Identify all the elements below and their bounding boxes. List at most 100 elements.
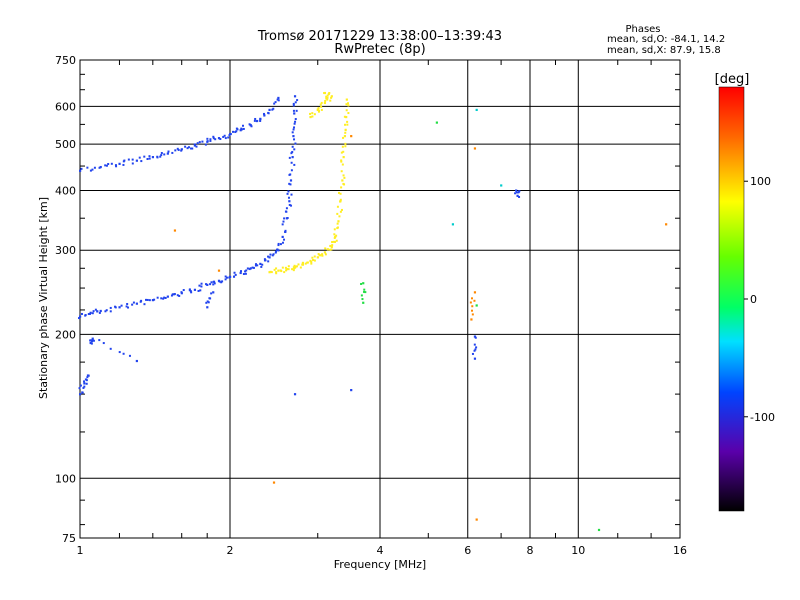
data-point xyxy=(316,256,319,259)
data-point xyxy=(282,220,285,223)
data-point xyxy=(326,96,329,99)
data-point xyxy=(205,301,208,304)
y-axis-label: Stationary phase Virtual Height [km] xyxy=(37,197,50,399)
data-point xyxy=(320,108,323,111)
data-point xyxy=(122,163,125,166)
data-point xyxy=(138,156,141,159)
data-point xyxy=(333,228,336,231)
data-point xyxy=(189,290,192,293)
data-point xyxy=(127,306,130,309)
data-point xyxy=(325,95,328,98)
data-point xyxy=(336,212,339,215)
data-point xyxy=(340,208,343,211)
data-point xyxy=(474,336,477,339)
data-point xyxy=(107,163,110,166)
data-point xyxy=(291,150,294,153)
data-point xyxy=(287,196,290,199)
data-point xyxy=(233,271,236,274)
data-point xyxy=(344,128,347,131)
data-point xyxy=(177,148,180,151)
data-point xyxy=(246,267,249,270)
data-point xyxy=(139,300,142,303)
data-point xyxy=(280,270,283,273)
x-tick-label: 8 xyxy=(527,544,534,557)
chart-subtitle: RwPretec (8p) xyxy=(334,42,425,57)
data-point xyxy=(290,161,293,164)
data-point xyxy=(269,270,272,273)
data-point xyxy=(99,309,102,313)
data-point xyxy=(160,154,163,157)
data-point xyxy=(471,313,474,316)
data-point xyxy=(330,95,333,98)
data-point xyxy=(131,162,134,165)
data-point xyxy=(114,305,117,308)
data-point xyxy=(146,158,149,161)
data-point xyxy=(263,258,266,261)
data-point xyxy=(160,297,163,300)
data-point xyxy=(148,299,151,302)
data-point xyxy=(350,135,353,138)
data-point xyxy=(363,290,366,293)
data-point xyxy=(206,140,209,143)
data-point xyxy=(326,248,329,251)
data-point xyxy=(270,271,273,274)
data-point xyxy=(283,271,286,274)
data-point xyxy=(209,283,212,286)
data-point xyxy=(267,111,270,114)
data-point xyxy=(324,247,327,250)
data-point xyxy=(317,110,320,113)
data-point xyxy=(277,96,280,100)
data-point xyxy=(125,305,128,308)
data-point xyxy=(287,268,290,271)
data-point xyxy=(268,271,271,274)
data-point xyxy=(330,248,333,251)
data-point xyxy=(159,155,162,158)
data-point xyxy=(118,162,121,165)
data-point xyxy=(87,313,90,316)
data-point xyxy=(83,380,86,383)
data-point xyxy=(173,229,177,232)
data-point xyxy=(292,266,295,269)
data-point xyxy=(515,191,518,194)
data-point xyxy=(293,148,296,151)
data-point xyxy=(360,282,363,285)
data-point xyxy=(281,223,284,226)
data-point xyxy=(190,291,193,294)
data-point xyxy=(313,255,316,258)
data-point xyxy=(283,238,286,241)
data-point xyxy=(180,291,183,294)
data-point xyxy=(514,192,517,195)
data-point xyxy=(273,102,276,105)
data-point xyxy=(363,288,366,291)
data-point xyxy=(331,244,334,247)
data-point xyxy=(199,289,202,292)
data-point xyxy=(224,137,227,140)
data-point xyxy=(171,151,174,154)
data-point xyxy=(244,270,247,273)
data-point xyxy=(290,204,293,207)
data-point xyxy=(182,289,185,292)
data-point xyxy=(299,266,302,269)
data-point xyxy=(350,388,353,392)
data-point xyxy=(287,190,290,193)
data-point xyxy=(362,301,365,304)
data-point xyxy=(346,123,349,126)
data-point xyxy=(132,301,135,304)
data-point xyxy=(131,158,134,161)
colorbar-ticks: 100 0 -100 xyxy=(744,175,775,424)
data-point xyxy=(290,152,293,155)
data-point xyxy=(249,267,252,270)
data-point xyxy=(104,164,107,167)
data-point xyxy=(210,281,213,284)
data-point xyxy=(329,248,332,251)
colorbar-tick-label: 100 xyxy=(750,175,771,188)
data-point xyxy=(268,256,271,259)
data-point xyxy=(160,152,163,155)
data-point xyxy=(320,101,323,104)
data-point xyxy=(290,169,293,172)
data-point xyxy=(312,258,315,261)
data-point xyxy=(330,96,333,99)
data-point xyxy=(163,296,166,299)
data-point xyxy=(277,244,280,247)
data-point xyxy=(82,386,85,389)
